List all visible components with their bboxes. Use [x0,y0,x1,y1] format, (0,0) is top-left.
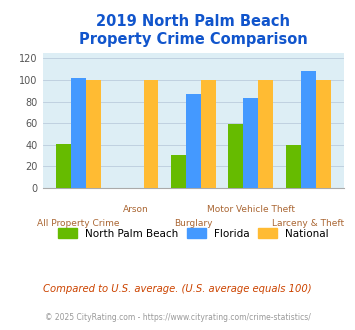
Bar [229,124,244,188]
Bar [143,80,158,188]
Title: 2019 North Palm Beach
Property Crime Comparison: 2019 North Palm Beach Property Crime Com… [79,14,308,48]
Bar [244,98,258,188]
Bar [301,71,316,188]
Bar [186,94,201,188]
Text: All Property Crime: All Property Crime [37,219,120,228]
Bar [71,78,86,188]
Bar [171,154,186,188]
Text: Compared to U.S. average. (U.S. average equals 100): Compared to U.S. average. (U.S. average … [43,284,312,294]
Bar [86,80,101,188]
Text: Arson: Arson [123,205,149,214]
Text: Larceny & Theft: Larceny & Theft [272,219,344,228]
Bar [258,80,273,188]
Text: © 2025 CityRating.com - https://www.cityrating.com/crime-statistics/: © 2025 CityRating.com - https://www.city… [45,313,310,322]
Bar [56,144,71,188]
Legend: North Palm Beach, Florida, National: North Palm Beach, Florida, National [58,228,329,239]
Text: Burglary: Burglary [174,219,213,228]
Text: Motor Vehicle Theft: Motor Vehicle Theft [207,205,295,214]
Bar [201,80,216,188]
Bar [316,80,331,188]
Bar [286,145,301,188]
